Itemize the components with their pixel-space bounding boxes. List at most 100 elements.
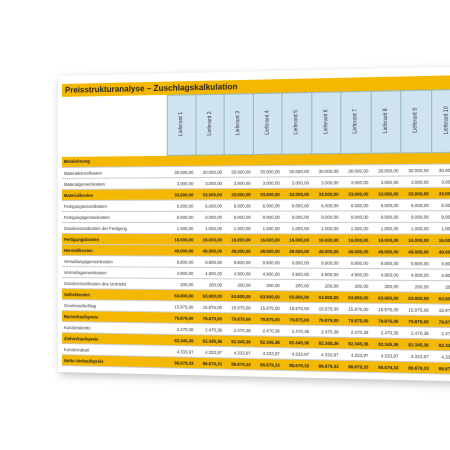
cell: 86.679,33 bbox=[224, 357, 253, 370]
cell: 86.679,33 bbox=[252, 358, 282, 371]
cell: 9.800,00 bbox=[195, 256, 225, 268]
cell: 3.000,00 bbox=[340, 176, 371, 188]
cell: 30.000,00 bbox=[311, 165, 341, 177]
cell: 15.975,00 bbox=[167, 300, 196, 313]
column-header: Lieferant 1 bbox=[167, 94, 196, 156]
column-header: Lieferant 3 bbox=[224, 93, 253, 155]
cell: 200,00 bbox=[431, 280, 450, 293]
column-header: Lieferant 6 bbox=[311, 91, 341, 154]
cell: 63.900,00 bbox=[167, 289, 196, 302]
cell: 9.800,00 bbox=[224, 256, 253, 268]
cell: 9.800,00 bbox=[400, 257, 432, 269]
cell: 6.000,00 bbox=[252, 199, 282, 212]
cell: 6.000,00 bbox=[431, 199, 450, 211]
row-label: Verwaltungsgemeinkosten bbox=[61, 255, 168, 268]
cell: 86.679,33 bbox=[311, 359, 341, 372]
cell: 200,00 bbox=[167, 278, 196, 290]
cell: 2.470,36 bbox=[311, 325, 341, 338]
cell: 4.900,00 bbox=[311, 268, 341, 280]
empty-cell bbox=[281, 153, 312, 166]
cell: 63.900,00 bbox=[311, 291, 341, 303]
cell: 16.000,00 bbox=[195, 233, 225, 246]
cell: 3.000,00 bbox=[195, 177, 225, 189]
cell: 1.000,00 bbox=[400, 222, 432, 235]
cell: 30.000,00 bbox=[370, 164, 401, 177]
cell: 30.000,00 bbox=[431, 163, 450, 176]
cell: 49.000,00 bbox=[224, 245, 253, 257]
table-body: Bezeichnung Materialeinzelkosten 30.000,00… bbox=[61, 152, 450, 375]
cell: 6.000,00 bbox=[400, 199, 432, 211]
cell: 4.333,97 bbox=[167, 345, 196, 358]
cell: 6.000,00 bbox=[311, 199, 341, 212]
cell: 1.000,00 bbox=[431, 222, 450, 235]
cell: 9.800,00 bbox=[340, 256, 371, 269]
cell: 1.000,00 bbox=[311, 222, 341, 234]
cell: 200,00 bbox=[195, 278, 225, 291]
cell: 82.345,36 bbox=[311, 336, 341, 349]
cell: 63.900,00 bbox=[252, 290, 282, 303]
row: Fertigungsgemeinkosten 9.000,00 9.000,00 9.… bbox=[61, 210, 450, 223]
cell: 33.000,00 bbox=[431, 187, 450, 200]
spreadsheet: Preisstrukturanalyse – Zuschlagskalkulat… bbox=[58, 66, 450, 382]
cell: 3.000,00 bbox=[224, 177, 253, 189]
row: Fertigungseinzelkosten 6.000,00 6.000,00 6.… bbox=[61, 199, 450, 212]
cell: 6.000,00 bbox=[167, 199, 196, 212]
cell: 2.470,36 bbox=[167, 323, 196, 335]
cell: 15.975,00 bbox=[281, 302, 312, 314]
cell: 63.900,00 bbox=[224, 290, 253, 302]
cell: 79.875,00 bbox=[224, 312, 253, 325]
column-label: Lieferant 4 bbox=[264, 110, 271, 136]
cell: 1.000,00 bbox=[167, 222, 196, 234]
cell: 82.345,36 bbox=[340, 337, 371, 350]
cell: 3.000,00 bbox=[167, 177, 196, 189]
cell: 9.000,00 bbox=[195, 211, 225, 223]
cell: 82.345,36 bbox=[281, 336, 312, 349]
cell: 49.000,00 bbox=[311, 245, 341, 257]
cell: 79.875,00 bbox=[281, 313, 312, 326]
cell: 9.000,00 bbox=[224, 211, 253, 223]
table: Lieferant 1 Lieferant 2 Lieferant 3 Liefera… bbox=[61, 89, 450, 375]
row-label: Vertriebsgemeinkosten bbox=[61, 266, 168, 279]
cell: 16.000,00 bbox=[167, 233, 196, 245]
cell: 33.000,00 bbox=[400, 187, 432, 200]
cell: 63.900,00 bbox=[370, 291, 401, 304]
cell: 6.000,00 bbox=[195, 199, 225, 212]
cell: 9.800,00 bbox=[167, 256, 196, 268]
cell: 2.470,36 bbox=[370, 326, 401, 339]
cell: 63.900,00 bbox=[195, 289, 225, 302]
cell: 16.000,00 bbox=[281, 233, 312, 246]
cell: 30.000,00 bbox=[167, 166, 196, 178]
cell: 15.975,00 bbox=[311, 302, 341, 315]
cell: 82.345,36 bbox=[224, 335, 253, 348]
column-header: Lieferant 9 bbox=[400, 90, 432, 153]
cell: 30.000,00 bbox=[224, 165, 253, 178]
cell: 63.900,00 bbox=[400, 291, 432, 304]
cell: 16.000,00 bbox=[252, 233, 282, 246]
cell: 86.679,33 bbox=[340, 360, 371, 373]
cell: 4.333,97 bbox=[340, 348, 371, 361]
cell: 9.000,00 bbox=[340, 210, 371, 223]
cell: 3.000,00 bbox=[431, 175, 450, 188]
cell: 49.000,00 bbox=[340, 245, 371, 258]
cell: 4.900,00 bbox=[252, 267, 282, 280]
cell: 82.345,36 bbox=[370, 337, 401, 350]
cell: 15.975,00 bbox=[370, 303, 401, 316]
cell: 86.679,33 bbox=[400, 361, 432, 374]
cell: 15.975,00 bbox=[195, 301, 225, 313]
cell: 79.875,00 bbox=[400, 315, 432, 328]
cell: 86.679,33 bbox=[195, 357, 225, 370]
empty-cell bbox=[252, 154, 282, 166]
cell: 15.975,00 bbox=[224, 301, 253, 314]
cell: 33.000,00 bbox=[195, 188, 225, 200]
empty-cell bbox=[340, 153, 371, 166]
cell: 30.000,00 bbox=[281, 165, 312, 177]
cell: 1.000,00 bbox=[195, 222, 225, 234]
cell: 2.470,36 bbox=[195, 323, 225, 336]
cell: 33.000,00 bbox=[252, 188, 282, 200]
cell: 82.345,36 bbox=[195, 334, 225, 347]
cell: 63.900,00 bbox=[340, 291, 371, 304]
cell: 4.900,00 bbox=[370, 268, 401, 281]
column-header: Lieferant 10 bbox=[431, 89, 450, 153]
cell: 200,00 bbox=[224, 278, 253, 291]
